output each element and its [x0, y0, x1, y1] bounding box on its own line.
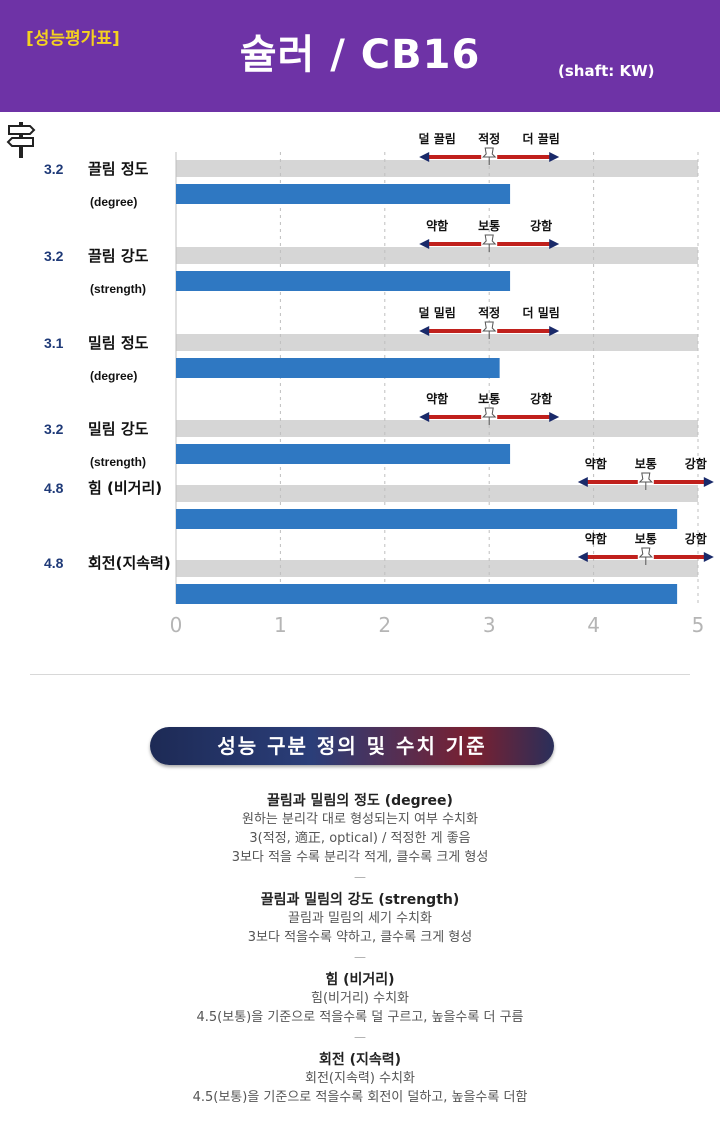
category-label: 힘 (비거리): [88, 479, 162, 497]
definition-line: 회전(지속력) 수치화: [305, 1071, 415, 1086]
x-tick-label: 5: [692, 613, 705, 637]
definition-line: 원하는 분리각 대로 형성되는지 여부 수치화: [242, 812, 478, 827]
arrow-head-left: [419, 239, 430, 249]
scale-mid-label: 보통: [478, 218, 500, 233]
track-bar: [176, 485, 698, 502]
score-label: 4.8: [44, 555, 64, 571]
category-label: 끌림 강도: [88, 247, 149, 265]
definition-line: 3보다 적을 수록 분리각 적게, 클수록 크게 형성: [231, 850, 489, 865]
arrow-head-left: [419, 412, 430, 422]
score-label: 3.1: [44, 335, 64, 351]
scale-left-label: 약함: [426, 218, 448, 233]
divider: [30, 674, 690, 675]
signpost-icon: [6, 122, 36, 158]
definition-line: 4.5(보통)을 기준으로 적을수록 회전이 덜하고, 높을수록 더함: [192, 1090, 528, 1105]
scale-mid-label: 보통: [478, 391, 500, 406]
scale-right-label: 강함: [685, 531, 707, 546]
definition-line: 3(적정, 適正, optical) / 적정한 게 좋음: [249, 831, 471, 846]
definition-title: 회전 (지속력): [318, 1052, 402, 1068]
section-separator: —: [354, 1030, 366, 1044]
pin-icon: [481, 147, 497, 165]
track-bar: [176, 420, 698, 437]
x-tick-label: 2: [378, 613, 391, 637]
pin-icon: [638, 547, 654, 565]
scale-left-label: 덜 밀림: [419, 306, 456, 320]
category-sublabel: (degree): [90, 369, 137, 383]
category-sublabel: (degree): [90, 195, 137, 209]
arrow-head-left: [577, 552, 588, 562]
data-bar: [176, 358, 500, 378]
x-tick-label: 3: [483, 613, 496, 637]
scale-left-label: 약함: [585, 531, 607, 546]
banner-title: 성능 구분 정의 및 수치 기준: [217, 734, 487, 758]
definition-line: 3보다 적을수록 약하고, 클수록 크게 형성: [247, 930, 473, 945]
category-sublabel: (strength): [90, 455, 146, 469]
header: [성능평가표] 슐러 / CB16 (shaft: KW): [0, 0, 720, 112]
scale-right-label: 더 끌림: [523, 131, 560, 146]
definitions-banner: 성능 구분 정의 및 수치 기준: [150, 727, 554, 765]
scale-right-label: 강함: [530, 391, 552, 406]
scale-left-label: 약함: [426, 391, 448, 406]
shaft-label: (shaft: KW): [558, 62, 655, 80]
arrow-head-left: [419, 326, 430, 336]
track-bar: [176, 247, 698, 264]
category-label: 밀림 정도: [88, 334, 149, 352]
page-title: 슐러 / CB16: [239, 32, 481, 78]
pin-icon: [638, 472, 654, 490]
arrow-head-right: [703, 552, 714, 562]
scale-mid-label: 보통: [635, 531, 657, 546]
arrow-head-right: [703, 477, 714, 487]
pin-icon: [481, 321, 497, 339]
section-separator: —: [354, 950, 366, 964]
definition-line: 힘(비거리) 수치화: [311, 991, 409, 1006]
arrow-head-left: [419, 152, 430, 162]
scale-right-label: 강함: [685, 456, 707, 471]
track-bar: [176, 560, 698, 577]
data-bar: [176, 444, 511, 464]
pin-icon: [481, 234, 497, 252]
category-label: 밀림 강도: [88, 420, 149, 438]
score-label: 3.2: [44, 161, 64, 177]
section-separator: —: [354, 870, 366, 884]
header-tag: [성능평가표]: [26, 29, 120, 49]
arrow-head-left: [577, 477, 588, 487]
arrow-head-right: [549, 239, 560, 249]
track-bar: [176, 160, 698, 177]
category-label: 회전(지속력): [88, 554, 171, 572]
score-label: 3.2: [44, 248, 64, 264]
scale-mid-label: 적정: [478, 131, 500, 146]
definition-title: 힘 (비거리): [325, 972, 395, 988]
arrow-head-right: [549, 152, 560, 162]
data-bar: [176, 271, 511, 291]
pin-icon: [481, 407, 497, 425]
definitions-list: 끌림과 밀림의 정도 (degree) 원하는 분리각 대로 형성되는지 여부 수…: [60, 788, 660, 1107]
data-bar: [176, 509, 678, 529]
score-label: 4.8: [44, 480, 64, 496]
scale-mid-label: 보통: [635, 456, 657, 471]
data-bar: [176, 184, 511, 204]
x-tick-label: 1: [274, 613, 287, 637]
category-sublabel: (strength): [90, 282, 146, 296]
scale-right-label: 더 밀림: [523, 305, 560, 320]
arrow-head-right: [549, 412, 560, 422]
scale-left-label: 약함: [585, 456, 607, 471]
scale-mid-label: 적정: [478, 305, 500, 320]
arrow-head-right: [549, 326, 560, 336]
x-tick-label: 4: [587, 613, 600, 637]
category-label: 끌림 정도: [88, 160, 149, 178]
performance-chart: 3.2 끌림 정도(degree)덜 끌림 적정 더 끌림3.2 끌림 강도(stren…: [44, 131, 714, 637]
definition-title: 끌림과 밀림의 강도 (strength): [260, 892, 460, 908]
definition-line: 4.5(보통)을 기준으로 적을수록 덜 구르고, 높을수록 더 구름: [196, 1010, 524, 1025]
definition-line: 끌림과 밀림의 세기 수치화: [288, 911, 432, 926]
x-tick-label: 0: [170, 613, 183, 637]
definition-title: 끌림과 밀림의 정도 (degree): [267, 793, 453, 809]
track-bar: [176, 334, 698, 351]
data-bar: [176, 584, 678, 604]
scale-right-label: 강함: [530, 218, 552, 233]
scale-left-label: 덜 끌림: [419, 132, 456, 146]
score-label: 3.2: [44, 421, 64, 437]
